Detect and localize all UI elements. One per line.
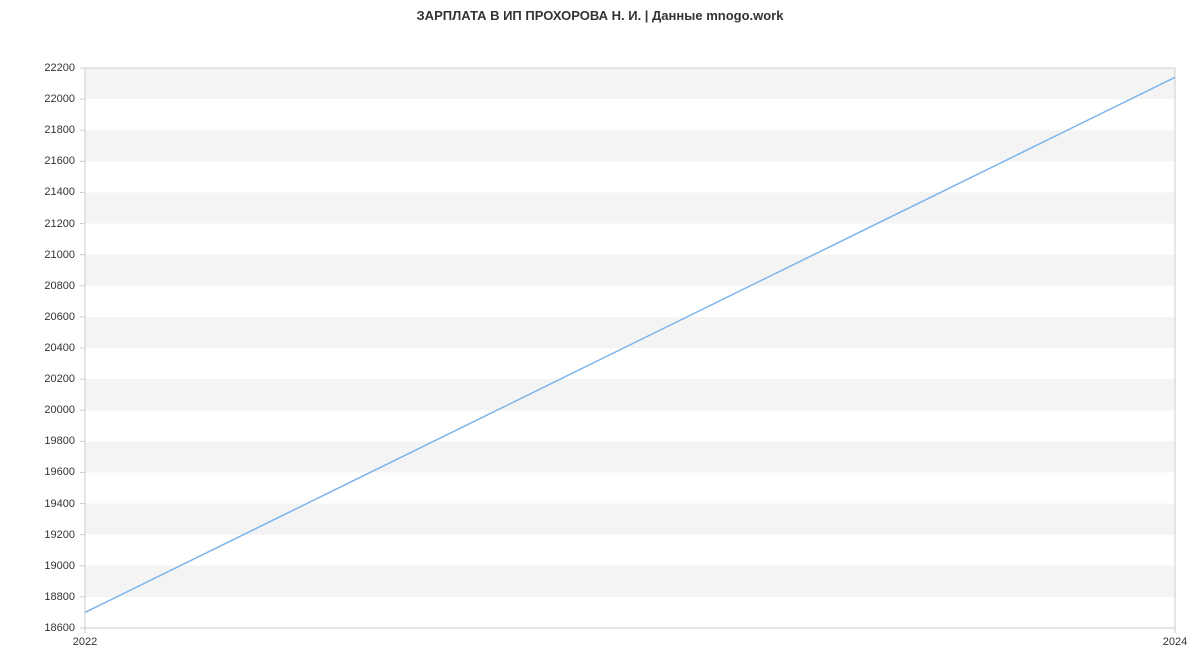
x-axis-labels: 2022 2024 bbox=[0, 634, 1200, 650]
x-tick-label: 2024 bbox=[1163, 636, 1187, 648]
chart-svg bbox=[0, 23, 1200, 650]
chart-container: 1860018800190001920019400196001980020000… bbox=[0, 23, 1200, 650]
chart-title: ЗАРПЛАТА В ИП ПРОХОРОВА Н. И. | Данные m… bbox=[0, 0, 1200, 23]
x-tick-label: 2022 bbox=[73, 636, 97, 648]
